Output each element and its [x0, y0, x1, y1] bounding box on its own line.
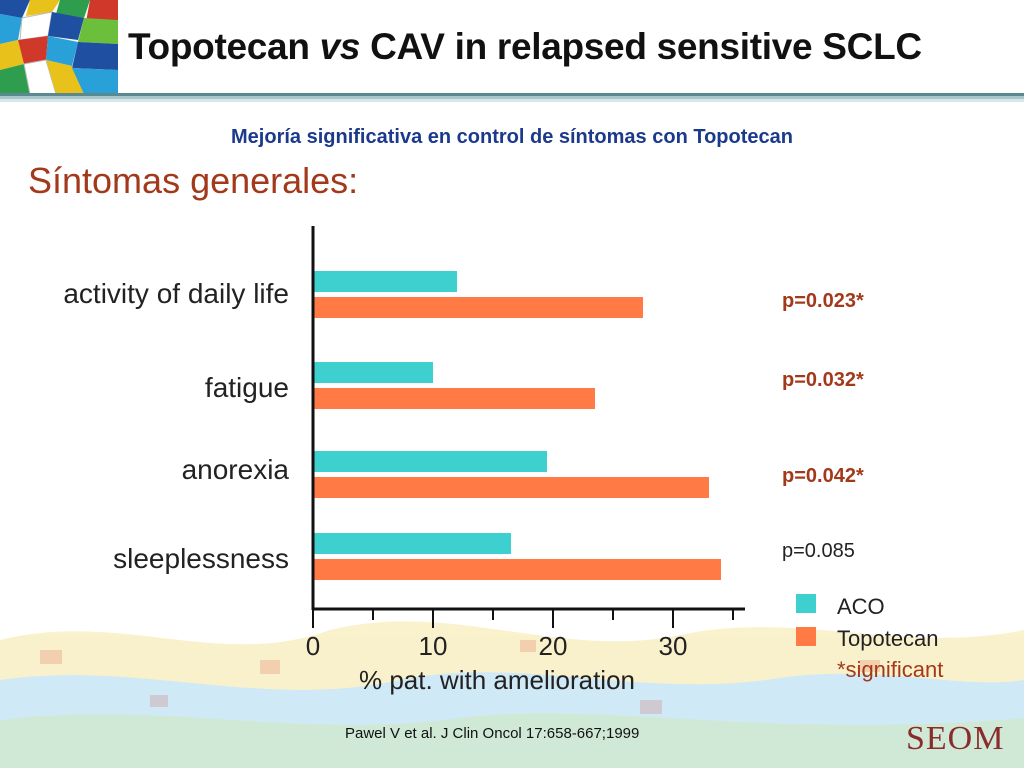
bar-aco-0 — [313, 271, 457, 292]
category-label: activity of daily life — [63, 278, 289, 309]
x-tick-label: 30 — [659, 631, 688, 661]
page-title: Topotecan vs CAV in relapsed sensitive S… — [128, 26, 922, 67]
category-label: anorexia — [182, 454, 290, 485]
x-axis-title: % pat. with amelioration — [359, 665, 635, 695]
p-value-label: p=0.032* — [782, 369, 864, 391]
bar-aco-1 — [313, 362, 433, 383]
slide-subtitle: Mejoría significativa en control de sínt… — [231, 126, 793, 148]
x-tick-label: 20 — [539, 631, 568, 661]
legend: ACO Topotecan *significant — [796, 594, 943, 682]
bar-topotecan-1 — [313, 388, 595, 409]
category-label: fatigue — [205, 372, 289, 403]
header-divider — [0, 93, 1024, 102]
legend-label-aco: ACO — [837, 594, 885, 619]
bar-aco-2 — [313, 451, 547, 472]
p-value-label: p=0.023* — [782, 290, 864, 312]
bar-topotecan-0 — [313, 297, 643, 318]
category-label: sleeplessness — [113, 543, 289, 574]
legend-swatch-topotecan — [796, 627, 816, 646]
mosaic-logo — [0, 0, 118, 94]
bar-topotecan-3 — [313, 559, 721, 580]
x-tick-label: 0 — [306, 631, 320, 661]
citation: Pawel V et al. J Clin Oncol 17:658-667;1… — [345, 725, 640, 742]
bar-topotecan-2 — [313, 477, 709, 498]
seom-logo: SEOM — [906, 720, 1005, 757]
p-value-label: p=0.042* — [782, 465, 864, 487]
section-heading: Síntomas generales: — [28, 160, 359, 201]
legend-significant-note: *significant — [837, 657, 943, 682]
bar-aco-3 — [313, 533, 511, 554]
x-tick-label: 10 — [419, 631, 448, 661]
legend-label-topotecan: Topotecan — [837, 626, 939, 651]
p-value-label: p=0.085 — [782, 540, 855, 562]
legend-swatch-aco — [796, 594, 816, 613]
